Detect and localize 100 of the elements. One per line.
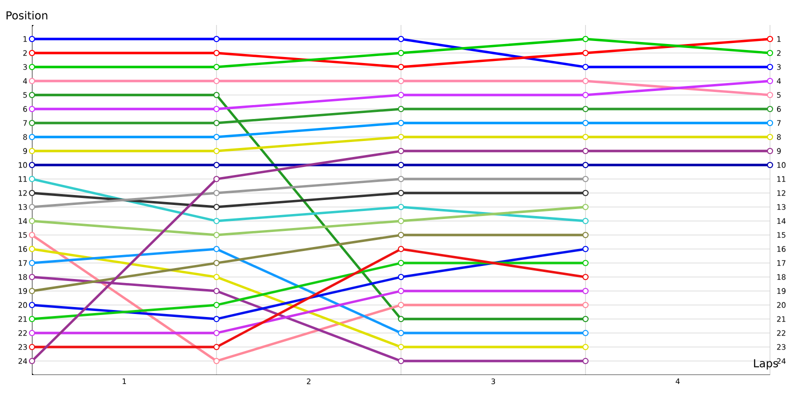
point bbox=[213, 330, 220, 336]
point bbox=[28, 162, 36, 168]
point bbox=[398, 344, 404, 350]
point bbox=[398, 232, 404, 238]
point bbox=[213, 316, 220, 322]
point bbox=[766, 162, 774, 168]
point bbox=[213, 204, 220, 210]
point bbox=[213, 344, 220, 350]
point bbox=[398, 218, 404, 224]
point bbox=[582, 190, 589, 196]
point bbox=[582, 120, 589, 126]
point bbox=[28, 64, 36, 70]
point bbox=[582, 316, 589, 322]
point bbox=[28, 274, 36, 280]
point bbox=[28, 106, 36, 112]
point bbox=[398, 148, 404, 154]
point bbox=[213, 358, 220, 364]
point bbox=[582, 246, 589, 252]
point bbox=[213, 78, 220, 84]
point bbox=[398, 330, 404, 336]
point bbox=[28, 176, 36, 182]
point bbox=[398, 106, 404, 112]
point bbox=[398, 36, 404, 42]
point bbox=[213, 106, 220, 112]
point bbox=[28, 134, 36, 140]
point bbox=[582, 218, 589, 224]
point bbox=[28, 36, 36, 42]
point bbox=[766, 106, 774, 112]
point bbox=[28, 288, 36, 294]
point bbox=[398, 92, 404, 98]
point bbox=[582, 344, 589, 350]
point bbox=[213, 50, 220, 56]
point bbox=[766, 64, 774, 70]
point bbox=[28, 316, 36, 322]
point bbox=[398, 64, 404, 70]
point bbox=[213, 260, 220, 266]
point bbox=[28, 120, 36, 126]
point bbox=[28, 50, 36, 56]
point bbox=[582, 358, 589, 364]
point bbox=[28, 260, 36, 266]
point bbox=[213, 64, 220, 70]
point bbox=[398, 204, 404, 210]
point bbox=[582, 134, 589, 140]
point bbox=[213, 232, 220, 238]
point bbox=[398, 358, 404, 364]
point bbox=[28, 218, 36, 224]
y-axis-title: Position bbox=[6, 11, 48, 20]
point bbox=[213, 302, 220, 308]
point bbox=[28, 358, 36, 364]
point bbox=[213, 190, 220, 196]
point bbox=[28, 302, 36, 308]
point bbox=[28, 232, 36, 238]
point bbox=[398, 190, 404, 196]
point bbox=[582, 162, 589, 168]
point bbox=[28, 190, 36, 196]
x-axis-title: Laps bbox=[754, 359, 778, 370]
point bbox=[582, 232, 589, 238]
point bbox=[766, 78, 774, 84]
point bbox=[213, 92, 220, 98]
point bbox=[213, 36, 220, 42]
point bbox=[213, 246, 220, 252]
point bbox=[213, 274, 220, 280]
point bbox=[766, 92, 774, 98]
point bbox=[28, 148, 36, 154]
point bbox=[582, 274, 589, 280]
point bbox=[398, 176, 404, 182]
point bbox=[582, 148, 589, 154]
point bbox=[582, 50, 589, 56]
point bbox=[582, 92, 589, 98]
point bbox=[28, 330, 36, 336]
point bbox=[398, 162, 404, 168]
point bbox=[582, 36, 589, 42]
point bbox=[398, 120, 404, 126]
point bbox=[398, 316, 404, 322]
point bbox=[398, 302, 404, 308]
point bbox=[213, 218, 220, 224]
point bbox=[213, 134, 220, 140]
point bbox=[766, 36, 774, 42]
point bbox=[213, 288, 220, 294]
point bbox=[28, 204, 36, 210]
point bbox=[582, 106, 589, 112]
point bbox=[213, 176, 220, 182]
point bbox=[582, 260, 589, 266]
point bbox=[28, 344, 36, 350]
point bbox=[582, 330, 589, 336]
point bbox=[582, 176, 589, 182]
point bbox=[398, 246, 404, 252]
point bbox=[398, 274, 404, 280]
point bbox=[398, 260, 404, 266]
point bbox=[766, 134, 774, 140]
point bbox=[213, 120, 220, 126]
point bbox=[582, 302, 589, 308]
point bbox=[398, 288, 404, 294]
point bbox=[28, 246, 36, 252]
point bbox=[582, 78, 589, 84]
point bbox=[398, 50, 404, 56]
point bbox=[28, 92, 36, 98]
point bbox=[398, 78, 404, 84]
point bbox=[582, 64, 589, 70]
point bbox=[28, 78, 36, 84]
